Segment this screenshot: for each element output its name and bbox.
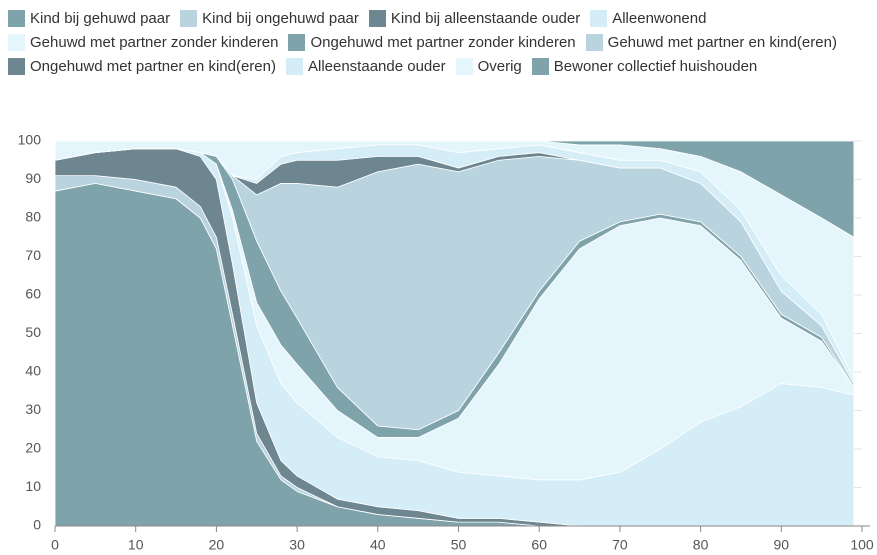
legend-swatch — [590, 10, 608, 27]
axes: 0 10 20 30 40 50 60 70 80 90 100 0 10 20 30 40 50 60 70 80 9… — [18, 132, 874, 553]
legend-label: Alleenwonend — [612, 10, 707, 27]
legend-item: Overig — [455, 57, 522, 76]
x-tick-label: 20 — [209, 537, 225, 553]
legend-label: Ongehuwd met partner en kind(eren) — [30, 58, 276, 75]
legend-swatch — [288, 34, 306, 51]
legend-item: Kind bij alleenstaande ouder — [368, 9, 581, 28]
x-tick-label: 10 — [128, 537, 144, 553]
legend-swatch — [455, 58, 473, 75]
y-tick-label: 90 — [25, 170, 41, 186]
legend-label: Kind bij alleenstaande ouder — [390, 10, 581, 27]
legend-item: Bewoner collectief huishouden — [531, 57, 758, 76]
y-tick-label: 20 — [25, 440, 41, 456]
legend-swatch — [8, 10, 25, 27]
legend-label: Gehuwd met partner zonder kinderen — [30, 34, 279, 51]
y-tick-label: 100 — [18, 132, 42, 148]
legend-swatch — [585, 34, 603, 51]
legend-label: Kind bij gehuwd paar — [30, 10, 171, 27]
area — [54, 140, 855, 238]
x-tick-label: 90 — [774, 537, 790, 553]
y-tick-label: 50 — [25, 324, 41, 340]
y-tick-label: 70 — [25, 247, 41, 263]
legend-item: Kind bij gehuwd paar — [8, 9, 170, 28]
legend-swatch — [8, 34, 25, 51]
y-tick-label: 0 — [33, 517, 41, 533]
legend-item: Gehuwd met partner en kind(eren) — [585, 33, 837, 52]
x-tick-label: 100 — [850, 537, 874, 553]
x-tick-label: 50 — [451, 537, 467, 553]
legend-label: Gehuwd met partner en kind(eren) — [607, 34, 837, 51]
legend-label: Bewoner collectief huishouden — [553, 58, 758, 75]
y-tick-label: 60 — [25, 286, 41, 302]
legend-swatch — [8, 58, 25, 75]
x-tick-label: 60 — [531, 537, 547, 553]
x-tick-label: 0 — [51, 537, 59, 553]
legend-item: Alleenstaande ouder — [285, 57, 446, 76]
legend-swatch — [180, 10, 198, 27]
legend-swatch — [368, 10, 386, 27]
y-tick-label: 10 — [25, 478, 41, 494]
areas — [54, 140, 855, 527]
legend-item: Ongehuwd met partner en kind(eren) — [8, 57, 276, 76]
legend-label: Alleenstaande ouder — [307, 58, 446, 75]
legend-item: Kind bij ongehuwd paar — [180, 9, 359, 28]
y-tick-label: 30 — [25, 401, 41, 417]
x-tick-label: 80 — [693, 537, 709, 553]
legend-swatch — [531, 58, 549, 75]
legend-swatch — [285, 58, 303, 75]
legend-label: Ongehuwd met partner zonder kinderen — [310, 34, 576, 51]
legend-item: Gehuwd met partner zonder kinderen — [8, 33, 278, 52]
legend-item: Ongehuwd met partner zonder kinderen — [288, 33, 576, 52]
y-tick-label: 80 — [25, 209, 41, 225]
legend: Kind bij gehuwd paar Kind bij ongehuwd pa… — [8, 9, 868, 76]
x-tick-label: 40 — [370, 537, 386, 553]
legend-label: Overig — [477, 58, 522, 75]
legend-item: Alleenwonend — [590, 9, 706, 28]
x-tick-label: 30 — [289, 537, 305, 553]
y-tick-label: 40 — [25, 363, 41, 379]
legend-label: Kind bij ongehuwd paar — [202, 10, 359, 27]
x-tick-label: 70 — [612, 537, 628, 553]
